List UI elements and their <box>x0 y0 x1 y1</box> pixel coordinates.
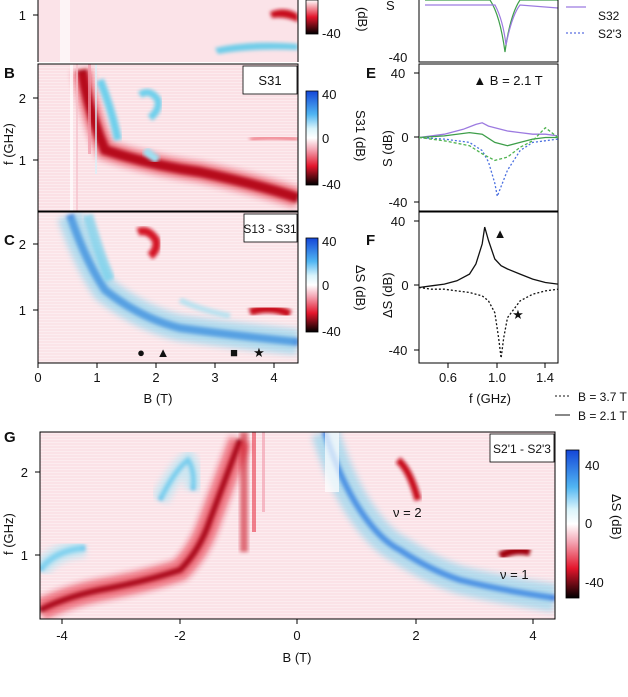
panel-e-ytick-0: 0 <box>401 130 408 145</box>
panel-g-cb-tick-top: 40 <box>585 458 599 473</box>
series-line-b-2-1-t <box>419 226 558 289</box>
panel-e-letter: E <box>366 65 376 82</box>
panel-g-colorbar-label: ΔS (dB) <box>609 494 624 540</box>
series-line-s2-3 <box>419 136 558 199</box>
panel-b-cb-tick-top: 40 <box>322 87 336 102</box>
panel-g-colorbar <box>565 449 580 599</box>
panel-g-letter: G <box>4 429 16 446</box>
panel-a-colorbar <box>305 0 319 35</box>
panel-a <box>38 0 298 62</box>
panel-f-marker-star: ★ <box>512 307 524 322</box>
panel-c-cb-tick-top: 40 <box>322 234 336 249</box>
panel-d-ytick: -40 <box>389 50 408 65</box>
panel-f-xtick-2: 1.4 <box>536 370 554 385</box>
panel-c-letter: C <box>4 232 15 249</box>
panel-c-ytick-2: 2 <box>19 237 26 252</box>
panel-f-legend-21: B = 2.1 T <box>578 409 627 423</box>
panel-b-ytick-1: 1 <box>19 153 26 168</box>
panel-g-cb-tick-mid: 0 <box>585 516 592 531</box>
panel-d-lines <box>425 0 558 53</box>
panel-f-marker-triangle: ▲ <box>494 226 507 241</box>
panel-g-xtick-4: 4 <box>529 628 536 643</box>
series-line-s13 <box>419 131 558 147</box>
panel-g-ytick-1: 1 <box>21 548 28 563</box>
panel-c-xtick-2: 2 <box>152 370 159 385</box>
panel-c-xticks <box>37 363 275 368</box>
panel-f-xtick-0: 0.6 <box>439 370 457 385</box>
panel-g-title-box <box>489 433 555 463</box>
panel-c-colorbar <box>305 237 319 333</box>
marker-triangle: ▲ <box>157 345 170 360</box>
panel-g-title: S2'1 - S2'3 <box>493 442 551 456</box>
panel-f-ytick-neg40: -40 <box>389 343 408 358</box>
panel-f-ylabel: ΔS (dB) <box>380 272 395 318</box>
panel-c-cb-tick-bot: -40 <box>322 324 341 339</box>
panel-c-xlabel: B (T) <box>144 391 173 406</box>
panel-f-xtick-1: 1.0 <box>488 370 506 385</box>
panel-e-frame <box>418 63 559 212</box>
panel-c-title: S13 - S31 <box>243 222 297 236</box>
panel-c-xtick-0: 0 <box>34 370 41 385</box>
label-nu1: ν = 1 <box>500 567 529 582</box>
marker-square: ■ <box>230 345 238 360</box>
panel-b-title-box <box>242 65 298 95</box>
marker-circle: ● <box>137 345 145 360</box>
panel-e-ytick-40: 40 <box>391 66 405 81</box>
panel-c-cb-tick-mid: 0 <box>322 278 329 293</box>
panel-b-cb-tick-mid: 0 <box>322 131 329 146</box>
panel-c-xtick-4: 4 <box>270 370 277 385</box>
panel-a-colorbar-label: (dB) <box>355 7 370 32</box>
panel-g-xtick-3: 2 <box>412 628 419 643</box>
panel-g-heatmap <box>40 432 555 619</box>
panel-f-legend-37: B = 3.7 T <box>578 390 627 404</box>
panel-b-colorbar-label: S31 (dB) <box>353 110 368 161</box>
panel-g-xtick-2: 0 <box>293 628 300 643</box>
label-nu2: ν = 2 <box>393 505 422 520</box>
panel-e-annotation: ▲ B = 2.1 T <box>473 73 542 88</box>
panel-c-colorbar-label: ΔS (dB) <box>353 265 368 311</box>
panel-b-ytick-2: 2 <box>19 91 26 106</box>
panel-a-colorbar-tick: -40 <box>322 26 341 41</box>
panel-d-legend-s23: S2'3 <box>598 27 622 41</box>
panel-d-legend-s32: S32 <box>598 9 620 23</box>
series-line-b-3-7-t <box>419 286 558 359</box>
panel-b-ylabel: f (GHz) <box>1 123 16 165</box>
panel-g-ytick-2: 2 <box>21 465 28 480</box>
panel-e-series <box>419 122 558 199</box>
panel-g-cb-tick-bot: -40 <box>585 575 604 590</box>
panel-c-xtick-3: 3 <box>211 370 218 385</box>
marker-star: ★ <box>253 345 265 360</box>
series-line-s32 <box>419 122 558 139</box>
panel-f-ytick-40: 40 <box>391 214 405 229</box>
panel-f-frame <box>418 211 559 364</box>
panel-g-xtick-1: -2 <box>174 628 186 643</box>
panel-f-ytick-0: 0 <box>401 278 408 293</box>
panel-g-xtick-0: -4 <box>56 628 68 643</box>
panel-e-ytick-neg40: -40 <box>389 195 408 210</box>
panel-b-title: S31 <box>258 73 281 88</box>
panel-d-ylabel: S <box>386 0 395 13</box>
panel-c-title-box <box>243 213 298 243</box>
panel-f-xlabel: f (GHz) <box>469 391 511 406</box>
panel-c-ytick-1: 1 <box>19 303 26 318</box>
panel-a-ytick: 1 <box>19 8 26 23</box>
panel-g-ylabel: f (GHz) <box>1 513 16 555</box>
panel-b-cb-tick-bot: -40 <box>322 177 341 192</box>
panel-c-xtick-1: 1 <box>93 370 100 385</box>
panel-f-series <box>419 226 558 359</box>
series-line-s31 <box>419 126 558 162</box>
panel-g-xlabel: B (T) <box>283 650 312 665</box>
panel-e-ylabel: S (dB) <box>380 130 395 167</box>
panel-f-letter: F <box>366 232 375 249</box>
panel-b-letter: B <box>4 65 15 82</box>
panel-b-colorbar <box>305 90 319 186</box>
